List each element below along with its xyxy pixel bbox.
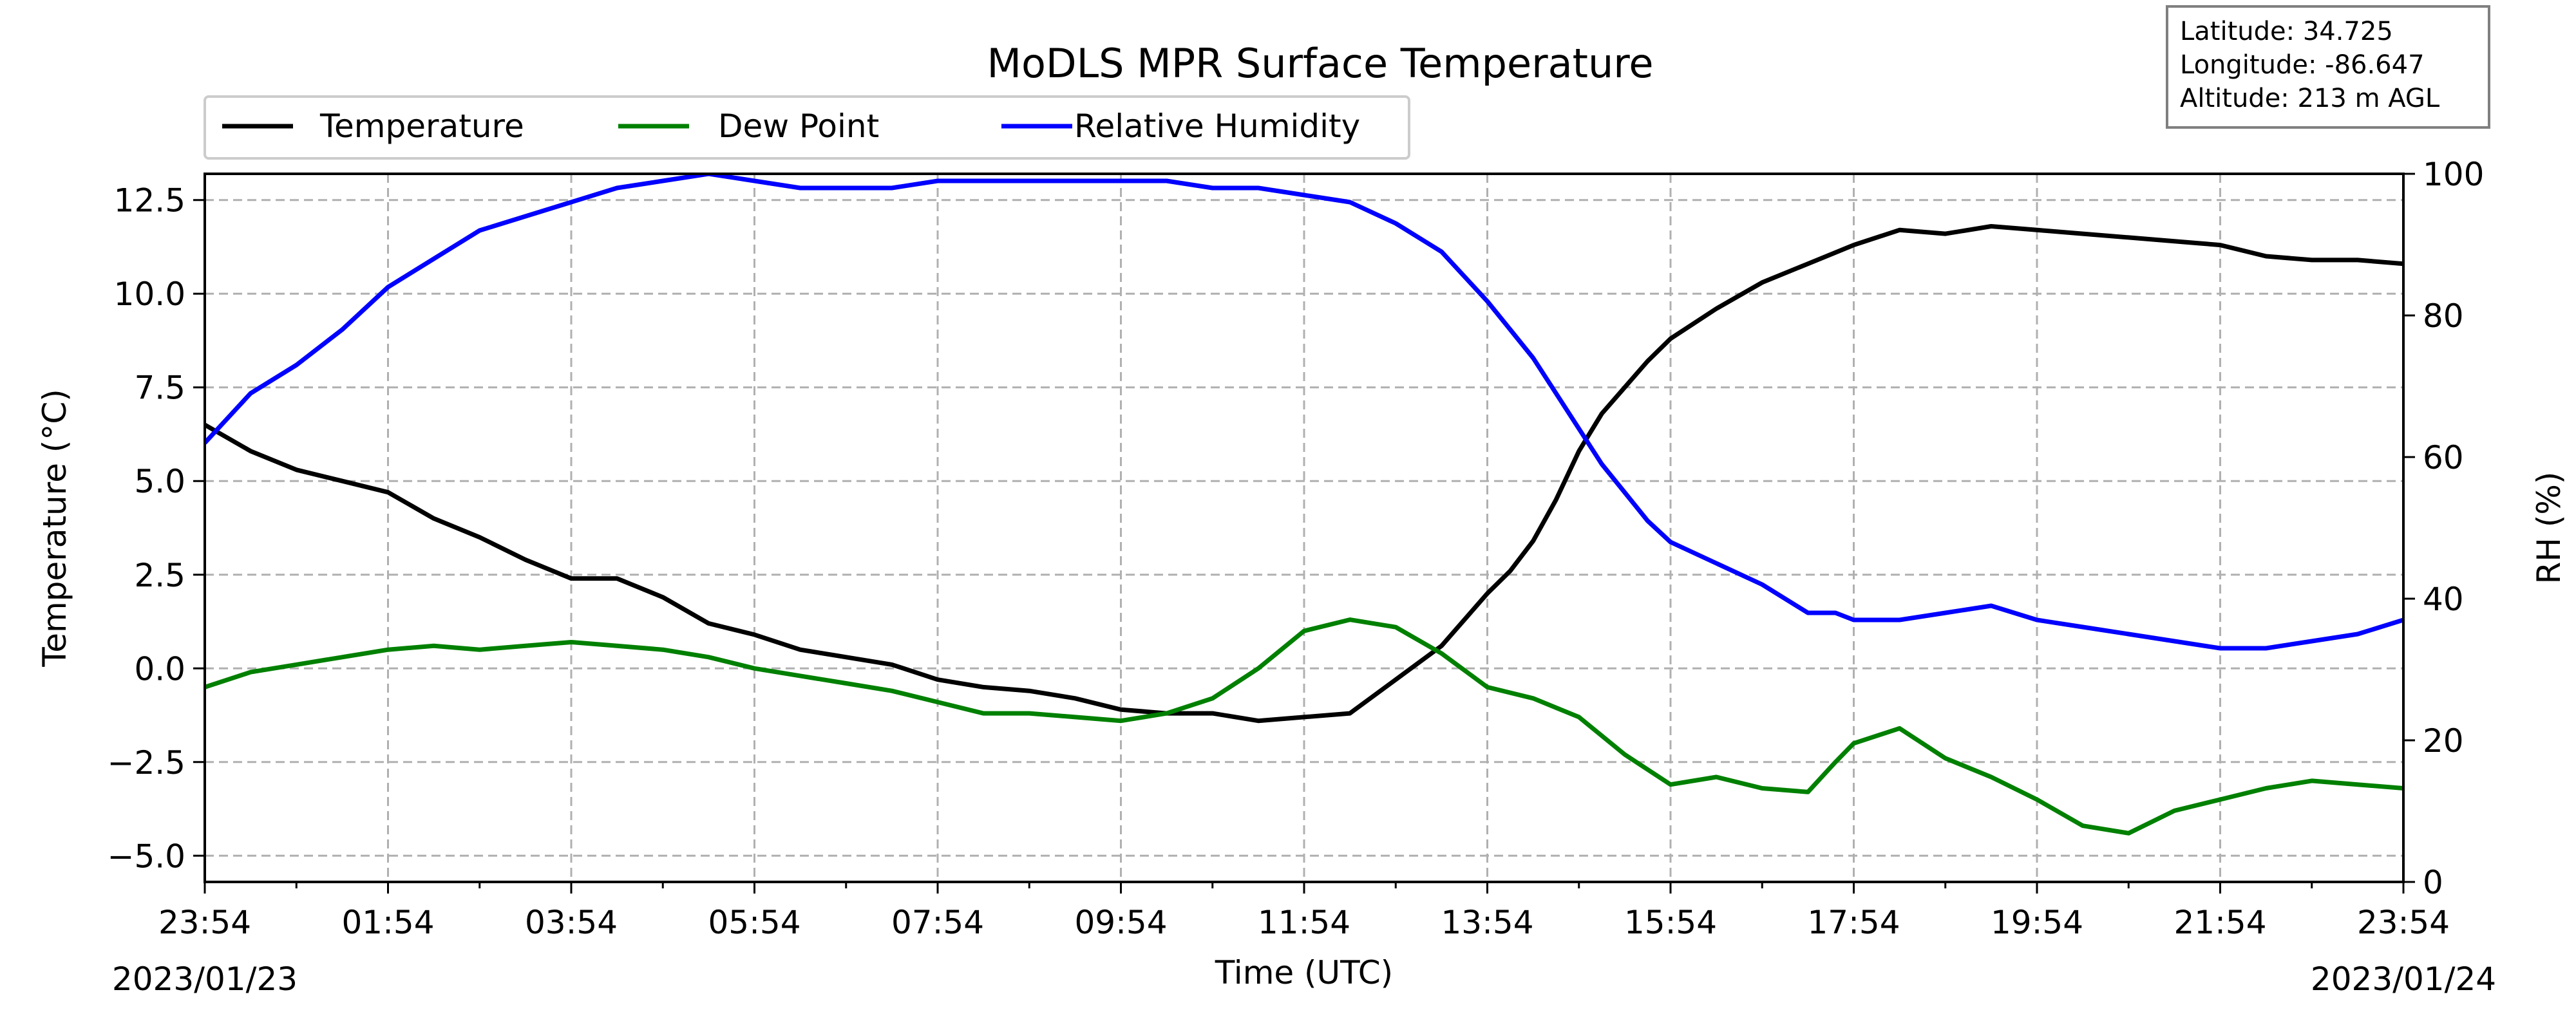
series-layer: [205, 174, 2403, 836]
plot-frame: [204, 173, 2405, 883]
x-tick-label: 13:54: [1441, 904, 1533, 941]
y-tick-label-left: −2.5: [108, 744, 185, 782]
x-start-date-label: 2023/01/23: [112, 960, 298, 998]
info-longitude: Longitude: -86.647: [2180, 50, 2425, 80]
x-tick-label: 21:54: [2174, 904, 2266, 941]
legend-label-dew-point: Dew Point: [718, 108, 879, 145]
y-tick-label-right: 0: [2423, 864, 2443, 901]
legend-label-relative-humidity: Relative Humidity: [1074, 108, 1360, 145]
x-tick-label: 09:54: [1074, 904, 1167, 941]
chart-title: MoDLS MPR Surface Temperature: [987, 40, 1653, 87]
grid: [205, 174, 2403, 882]
x-tick-label: 01:54: [341, 904, 434, 941]
x-axis-label: Time (UTC): [1215, 954, 1393, 991]
x-tick-label: 15:54: [1624, 904, 1717, 941]
x-tick-label: 03:54: [525, 904, 618, 941]
x-tick-label: 11:54: [1258, 904, 1350, 941]
y-tick-label-left: 2.5: [134, 557, 185, 594]
axes: 23:54 01:54 03:54 05:54 07:54 09:54 11:54 13:54…: [108, 156, 2485, 941]
legend-frame: [204, 95, 1410, 160]
x-tick-label: 19:54: [1991, 904, 2083, 941]
series-line-dew-point: [205, 617, 2403, 836]
info-box: Latitude: 34.725 Longitude: -86.647 Alti…: [2166, 5, 2490, 129]
y-tick-label-right: 20: [2423, 722, 2464, 760]
x-tick-label: 07:54: [891, 904, 984, 941]
y-tick-label-right: 80: [2423, 297, 2464, 335]
y-tick-label-left: 5.0: [134, 463, 185, 500]
y-tick-label-right: 40: [2423, 581, 2464, 618]
y-tick-label-right: 100: [2423, 156, 2484, 193]
y-tick-label-right: 60: [2423, 439, 2464, 476]
series-line-relative-humidity: [205, 174, 2403, 651]
y-tick-label-left: 0.0: [134, 650, 185, 688]
y-tick-label-left: 7.5: [134, 370, 185, 407]
series-line-temperature: [205, 224, 2403, 724]
x-tick-label: 23:54: [2357, 904, 2450, 941]
info-latitude: Latitude: 34.725: [2180, 17, 2393, 46]
y-tick-label-left: −5.0: [108, 838, 185, 875]
x-tick-label: 05:54: [708, 904, 800, 941]
legend-label-temperature: Temperature: [319, 108, 524, 145]
y-axis-label-right: RH (%): [2530, 472, 2568, 585]
x-end-date-label: 2023/01/24: [2311, 960, 2496, 998]
x-tick-label: 17:54: [1807, 904, 1900, 941]
info-altitude: Altitude: 213 m AGL: [2180, 84, 2440, 113]
x-tick-label: 23:54: [158, 904, 251, 941]
legend: Temperature Dew Point Relative Humidity: [204, 95, 1410, 160]
info-box-frame: [2166, 5, 2490, 129]
y-axis-label-left: Temperature (°C): [36, 389, 73, 668]
y-tick-label-left: 10.0: [114, 276, 185, 313]
y-tick-label-left: 12.5: [114, 182, 185, 220]
